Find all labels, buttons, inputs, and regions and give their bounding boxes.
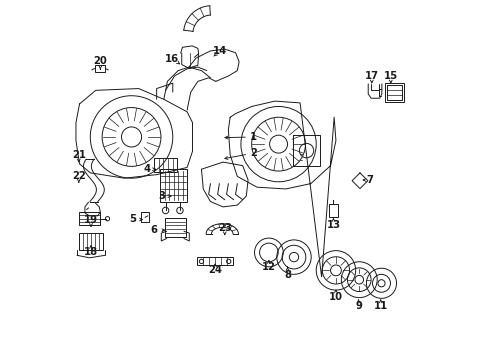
Text: 14: 14 <box>213 46 227 56</box>
Bar <box>197 257 233 265</box>
Bar <box>79 233 103 250</box>
Bar <box>164 218 185 237</box>
Bar <box>79 212 100 225</box>
Bar <box>160 169 187 202</box>
Text: 20: 20 <box>93 56 107 66</box>
Text: 2: 2 <box>249 148 256 158</box>
Text: 19: 19 <box>84 215 98 225</box>
Text: 9: 9 <box>354 301 361 311</box>
Bar <box>94 65 105 72</box>
Bar <box>154 158 177 172</box>
Text: 7: 7 <box>366 175 373 185</box>
Text: 15: 15 <box>383 71 397 81</box>
Bar <box>328 204 337 217</box>
Bar <box>386 85 401 100</box>
Text: 10: 10 <box>328 292 342 302</box>
Text: 16: 16 <box>164 54 179 64</box>
Text: 3: 3 <box>158 191 165 201</box>
Text: 12: 12 <box>262 262 275 272</box>
Text: 8: 8 <box>284 270 290 280</box>
Text: 17: 17 <box>364 71 378 81</box>
Text: 11: 11 <box>373 301 387 311</box>
Text: 21: 21 <box>72 150 86 160</box>
Text: 18: 18 <box>84 247 98 257</box>
Text: 22: 22 <box>72 171 85 181</box>
Bar <box>141 212 149 222</box>
Text: 24: 24 <box>208 265 222 275</box>
Text: 4: 4 <box>143 164 150 174</box>
Bar <box>384 83 403 102</box>
Text: 5: 5 <box>129 215 136 224</box>
Text: 1: 1 <box>249 132 257 142</box>
Text: 23: 23 <box>218 224 231 233</box>
Text: 13: 13 <box>326 220 340 230</box>
Text: 6: 6 <box>150 225 157 235</box>
